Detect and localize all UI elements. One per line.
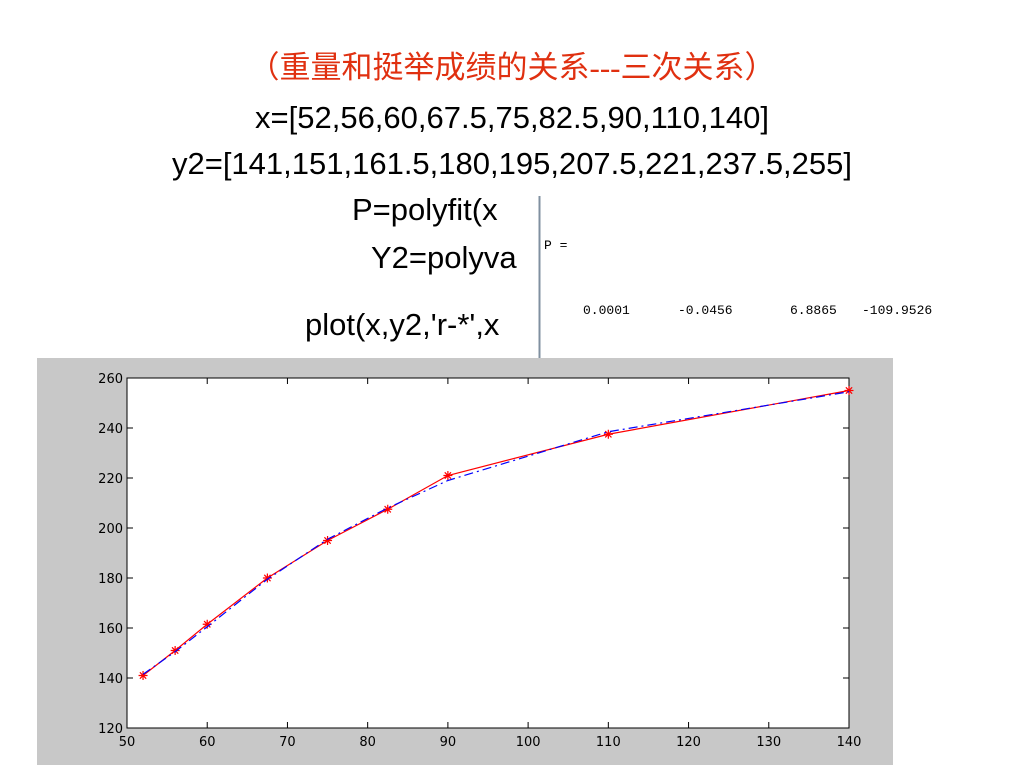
series-line	[142, 391, 850, 675]
coefficient: 0.0001	[583, 303, 630, 318]
data-marker	[383, 504, 393, 514]
data-marker	[202, 619, 212, 629]
coefficient: 6.8865	[790, 303, 837, 318]
data-marker	[262, 573, 272, 583]
code-line: plot(x,y2,'r-*',x	[305, 307, 500, 342]
x-tick-label: 90	[440, 735, 457, 750]
x-tick-label: 120	[676, 735, 701, 750]
x-tick-label: 80	[359, 735, 376, 750]
coefficient: -0.0456	[678, 303, 733, 318]
x-tick-label: 70	[279, 735, 296, 750]
x-tick-label: 60	[199, 735, 216, 750]
y-tick-label: 180	[98, 572, 123, 587]
coefficient: -109.9526	[862, 303, 932, 318]
x-tick-label: 140	[837, 735, 862, 750]
y-tick-label: 240	[98, 422, 123, 437]
code-line: x=[52,56,60,67.5,75,82.5,90,110,140]	[255, 100, 769, 135]
x-tick-label: 130	[756, 735, 781, 750]
output-window	[540, 196, 1024, 358]
x-tick-label: 100	[516, 735, 541, 750]
code-line: P=polyfit(x	[352, 192, 498, 227]
data-marker	[170, 646, 180, 655]
y-tick-label: 140	[98, 672, 123, 687]
slide-title: （重量和挺举成绩的关系---三次关系）	[249, 50, 776, 85]
y-tick-label: 220	[98, 472, 123, 487]
code-line: y2=[141,151,161.5,180,195,207.5,221,237.…	[172, 146, 852, 181]
y-tick-label: 200	[98, 522, 123, 537]
data-marker	[323, 536, 333, 545]
output-label: P =	[544, 238, 568, 253]
data-marker	[844, 386, 854, 395]
data-marker	[138, 671, 148, 680]
x-tick-label: 50	[119, 735, 136, 750]
code-line: Y2=polyva	[371, 240, 517, 275]
y-tick-label: 120	[98, 722, 123, 737]
x-tick-label: 110	[596, 735, 621, 750]
y-tick-label: 160	[98, 622, 123, 637]
data-marker	[443, 471, 453, 480]
plot-area	[126, 377, 850, 729]
y-tick-label: 260	[98, 372, 123, 387]
data-marker	[603, 429, 613, 439]
